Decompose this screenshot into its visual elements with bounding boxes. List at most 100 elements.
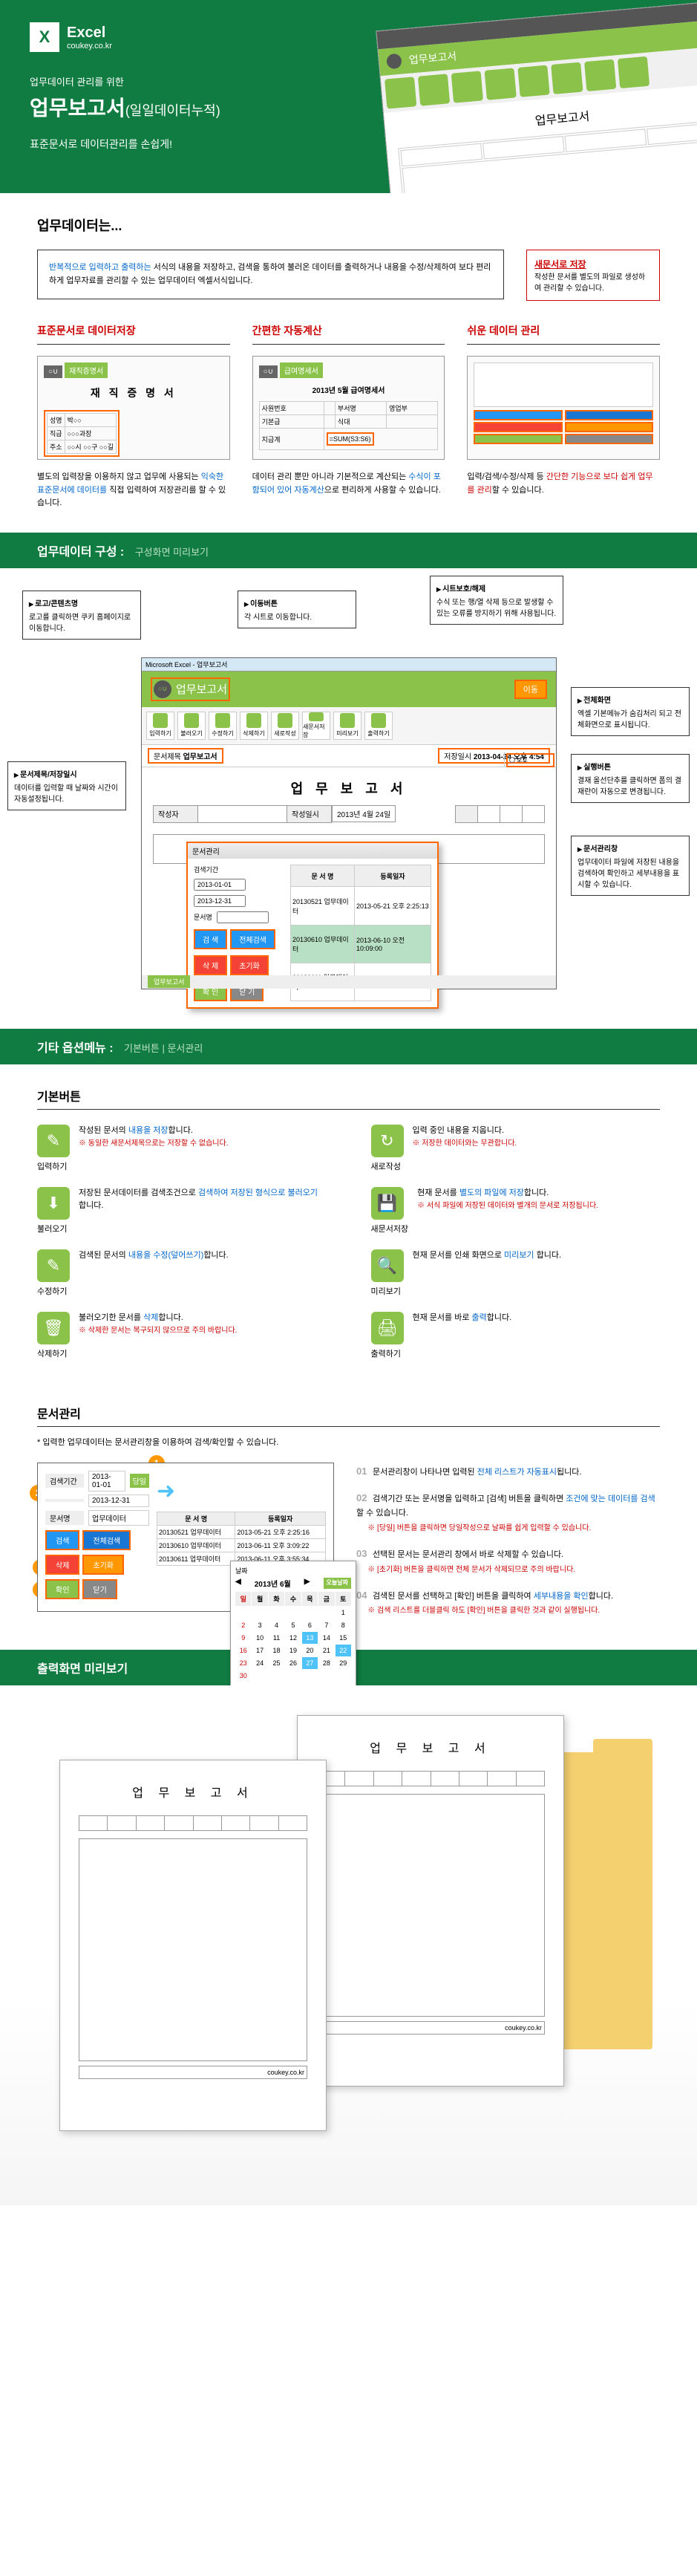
- popup-title: 문서관리: [188, 843, 437, 859]
- tool-edit[interactable]: 수정하기: [209, 712, 237, 740]
- b3t: 저장된 문서데이터를 검색조건으로: [79, 1188, 198, 1197]
- paper-front: 업 무 보 고 서 coukey.co.kr: [59, 1760, 327, 2131]
- cal-cell[interactable]: 4: [269, 1619, 284, 1631]
- cal-cell[interactable]: 25: [269, 1657, 284, 1669]
- cal-cell: [285, 1670, 301, 1682]
- mm-move[interactable]: 이동: [514, 680, 547, 699]
- c2r1c: 부서명: [335, 402, 386, 415]
- cal-cell[interactable]: 5: [285, 1619, 301, 1631]
- b6l: 미리보기: [371, 1285, 404, 1297]
- sbs[interactable]: 검색: [45, 1530, 79, 1550]
- ba[interactable]: 전체검색: [230, 929, 275, 949]
- cal-cell[interactable]: 28: [318, 1657, 334, 1669]
- spd[interactable]: 업무데이터: [88, 1510, 149, 1526]
- c2r3a: 지급계: [259, 429, 324, 450]
- cal-cell[interactable]: 22: [336, 1645, 351, 1656]
- cal-cell[interactable]: 10: [252, 1632, 267, 1644]
- dni[interactable]: [217, 911, 269, 923]
- br[interactable]: 초기화: [230, 955, 269, 975]
- tool-load[interactable]: 불러오기: [177, 712, 206, 740]
- r1[interactable]: 보호: [517, 756, 528, 764]
- cal-cell[interactable]: 2: [235, 1619, 251, 1631]
- p1-foot: coukey.co.kr: [79, 2066, 307, 2079]
- tr1a[interactable]: 20130521 업무데이터: [157, 1525, 235, 1538]
- cal-next[interactable]: ▶: [304, 1578, 310, 1589]
- sbo[interactable]: 확인: [45, 1579, 79, 1599]
- cal-cell[interactable]: 17: [252, 1645, 267, 1656]
- sbc[interactable]: 닫기: [82, 1579, 117, 1599]
- bd[interactable]: 삭 제: [194, 955, 227, 975]
- cal-cell[interactable]: 29: [336, 1657, 351, 1669]
- tool-print[interactable]: 출력하기: [364, 712, 393, 740]
- mr1a[interactable]: 20130521 업무데이터: [291, 887, 355, 925]
- c2r2c: 식대: [335, 415, 386, 429]
- header-subtitle: 업무데이터 관리를 위한: [30, 74, 220, 88]
- cal-cell[interactable]: 11: [269, 1632, 284, 1644]
- ss[interactable]: [194, 879, 246, 891]
- mr2a[interactable]: 20130610 업무데이터: [291, 925, 355, 963]
- bs[interactable]: 검 색: [194, 929, 227, 949]
- cal-cell[interactable]: 26: [285, 1657, 301, 1669]
- header-preview: 업무보고서 업무보고서: [376, 0, 697, 193]
- sba[interactable]: 전체검색: [82, 1530, 131, 1550]
- l4a: 검색된 문서를 선택하고 [확인] 버튼을 클릭하여: [373, 1592, 534, 1601]
- tool-new[interactable]: 새로작성: [271, 712, 299, 740]
- tool-preview[interactable]: 미리보기: [333, 712, 361, 740]
- tr2a[interactable]: 20130610 업무데이터: [157, 1538, 235, 1552]
- cal-cell: [318, 1607, 334, 1619]
- cal-cell[interactable]: 13: [302, 1632, 318, 1644]
- tr1b: 2013-05-21 오후 2:25:16: [235, 1525, 326, 1538]
- tr3a[interactable]: 20130611 업무데이터: [157, 1552, 235, 1565]
- sbd[interactable]: 삭제: [45, 1555, 79, 1575]
- cal-title: 2013년 6월: [255, 1578, 291, 1589]
- cal-cell[interactable]: 24: [252, 1657, 267, 1669]
- spt[interactable]: 당일: [130, 1474, 149, 1488]
- opt-title: 기타 옵션메뉴 :: [37, 1042, 114, 1055]
- cal-cell[interactable]: 7: [318, 1619, 334, 1631]
- cal-cell[interactable]: 19: [285, 1645, 301, 1656]
- btn-item-new: ↻새로작성 입력 중인 내용을 지웁니다.※ 저장한 데이터와는 무관합니다.: [371, 1125, 661, 1172]
- spe[interactable]: 2013-12-31: [88, 1494, 149, 1507]
- c2r2a: 기본급: [259, 415, 324, 429]
- cal-cell[interactable]: 6: [302, 1619, 318, 1631]
- mm-tab[interactable]: 업무보고서: [148, 975, 190, 988]
- col3-title: 쉬운 데이터 관리: [467, 323, 660, 345]
- l2b: 할 수 있습니다.: [356, 1509, 408, 1518]
- cal-cell[interactable]: 18: [269, 1645, 284, 1656]
- b5t: 검색된 문서의: [79, 1251, 128, 1260]
- doc-mgmt-steps: 01문서관리창이 나타나면 입력된 전체 리스트가 자동표시됩니다. 02검색기…: [356, 1463, 660, 1627]
- cal-cell[interactable]: 8: [336, 1619, 351, 1631]
- se[interactable]: [194, 895, 246, 907]
- cal-cell[interactable]: 23: [235, 1657, 251, 1669]
- btn-item-preview: 🔍미리보기 현재 문서를 인쇄 화면으로 미리보기 합니다.: [371, 1249, 661, 1297]
- cal-cell[interactable]: 27: [302, 1657, 318, 1669]
- cal-cell[interactable]: 9: [235, 1632, 251, 1644]
- cal-cell[interactable]: 16: [235, 1645, 251, 1656]
- btn-item-input: ✎입력하기 작성된 문서의 내용을 저장합니다.※ 동일한 새문서제목으로는 저…: [37, 1125, 327, 1172]
- cal-cell[interactable]: 3: [252, 1619, 267, 1631]
- callout-full: 전체화면 엑셀 기본메뉴가 숨김처리 되고 전체화면으로 표시됩니다.: [571, 687, 690, 736]
- mr2b: 2013-06-10 오전 10:09:00: [354, 925, 431, 963]
- b1l: 입력하기: [37, 1160, 70, 1172]
- ma: 작성자: [154, 805, 198, 822]
- cal-today[interactable]: 오늘날짜: [324, 1578, 351, 1589]
- cal-cell[interactable]: 12: [285, 1632, 301, 1644]
- tool-delete[interactable]: 삭제하기: [240, 712, 268, 740]
- cal-prev[interactable]: ◀: [235, 1578, 241, 1589]
- tool-save[interactable]: 새문서저장: [302, 712, 330, 740]
- cal-cell[interactable]: 30: [235, 1670, 251, 1682]
- cal-cell[interactable]: 14: [318, 1632, 334, 1644]
- cal-cell[interactable]: 1: [336, 1607, 351, 1619]
- cert-title: 재 직 증 명 서: [44, 386, 223, 400]
- cal-cell: [269, 1607, 284, 1619]
- sbr[interactable]: 초기화: [82, 1555, 124, 1575]
- sps[interactable]: 2013-01-01: [88, 1471, 125, 1492]
- cal-cell[interactable]: 15: [336, 1632, 351, 1644]
- tool-input[interactable]: 입력하기: [146, 712, 174, 740]
- cal-cell[interactable]: 21: [318, 1645, 334, 1656]
- c1-l1: 성명: [48, 414, 65, 427]
- b7n: ※ 삭제한 문서는 복구되지 않으므로 주의 바랍니다.: [79, 1327, 237, 1335]
- cal-cell: [252, 1670, 267, 1682]
- c1-d1: 별도의 입력장을 이용하지 않고 업무에 사용되는: [37, 472, 201, 481]
- cal-cell[interactable]: 20: [302, 1645, 318, 1656]
